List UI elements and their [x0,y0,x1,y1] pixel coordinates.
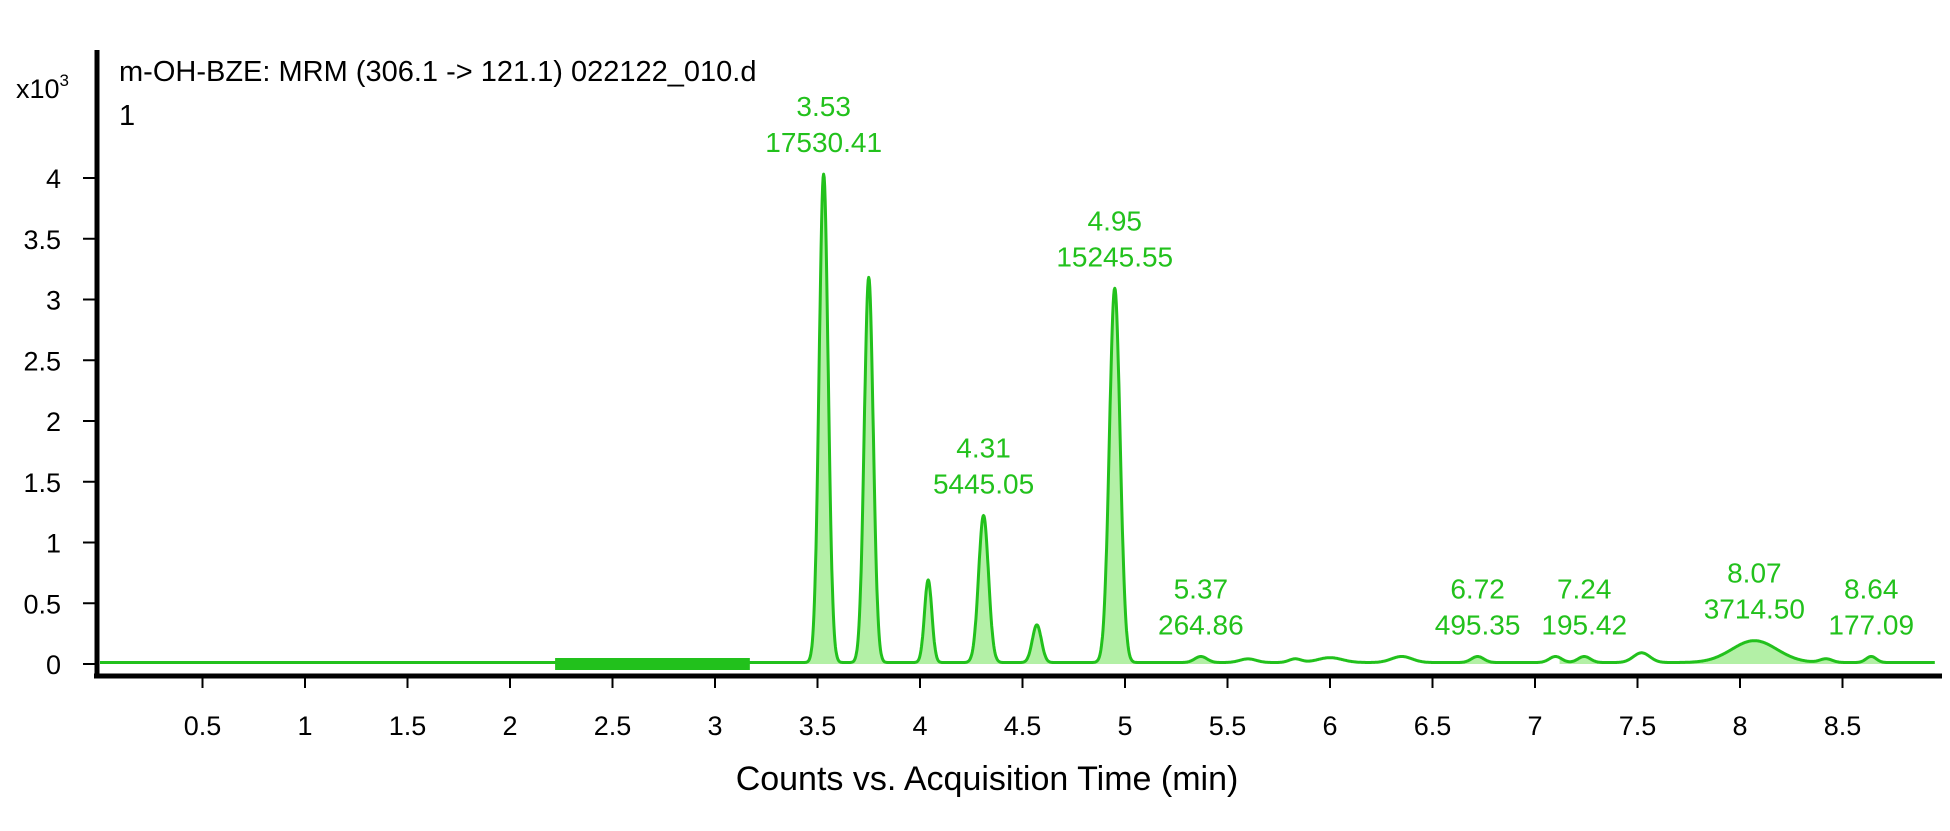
peak-area-5 [1018,624,1055,664]
x-tick-label: 1.5 [389,711,427,741]
y-tick-label: 0 [46,650,61,680]
peak-area-label: 195.42 [1541,609,1627,640]
peak-area-label: 5445.05 [933,469,1034,500]
x-tick-label: 0.5 [184,711,222,741]
peak-rt-label: 4.95 [1088,205,1143,236]
y-tick-label: 2 [46,407,61,437]
x-tick-label: 5.5 [1209,711,1247,741]
peak-rt-label: 8.64 [1844,573,1899,604]
x-tick-label: 4.5 [1004,711,1042,741]
peak-area-2 [850,277,887,664]
x-axis-title: Counts vs. Acquisition Time (min) [736,760,1239,798]
y-tick-label: 2.5 [23,346,61,376]
peak-area-label: 264.86 [1158,609,1244,640]
peak-rt-label: 6.72 [1450,573,1505,604]
x-tick-label: 6 [1322,711,1337,741]
peak-labels-layer: 3.53 17530.41 4.31 5445.05 4.95 15245.55 5.37 2… [765,91,1914,640]
peak-area-label: 177.09 [1828,609,1914,640]
trace-title: m-OH-BZE: MRM (306.1 -> 121.1) 022122_01… [119,56,757,88]
x-tick-label: 8 [1732,711,1747,741]
peak-area-1 [805,174,842,664]
y-tick-label: 3.5 [23,225,61,255]
y-tick-label: 3 [46,286,61,316]
peak-area-label: 17530.41 [765,127,882,158]
peak-rt-label: 8.07 [1727,558,1782,589]
x-tick-label: 7 [1527,711,1542,741]
x-tick-label: 8.5 [1824,711,1862,741]
chromatogram-trace [99,172,1936,664]
x-tick-label: 2.5 [594,711,632,741]
y-tick-label: 0.5 [23,589,61,619]
peak-rt-label: 3.53 [796,91,851,122]
x-tick-label: 2 [502,711,517,741]
y-multiplier: x103 [16,71,69,104]
peak-area-10 [1664,640,1845,664]
x-tick-label: 7.5 [1619,711,1657,741]
peak-rt-label: 7.24 [1557,573,1612,604]
peak-area-label: 3714.50 [1704,594,1805,625]
peak-area-3 [913,580,943,664]
x-tick-label: 6.5 [1414,711,1452,741]
axes-layer [94,50,1942,679]
peak-rt-label: 4.31 [956,433,1011,464]
x-tick-label: 3 [707,711,722,741]
x-tick-label: 1 [297,711,312,741]
y-tick-label: 1 [46,529,61,559]
x-tick-label: 4 [912,711,927,741]
peak-rt-label: 5.37 [1174,573,1229,604]
peak-area-4 [963,515,1004,664]
x-tick-label: 5 [1117,711,1132,741]
peak-area-6 [1093,288,1137,664]
y-tick-label: 4 [46,164,61,194]
diverted-segment [555,658,750,670]
peak-area-label: 495.35 [1435,609,1521,640]
trace-layer [99,172,1936,670]
x-tick-label: 3.5 [799,711,837,741]
y-tick-label: 1.5 [23,468,61,498]
peak-area-label: 15245.55 [1056,241,1173,272]
trace-index: 1 [119,100,135,132]
ticks-layer: 0.5 1 1.5 2 2.5 3 3.5 4 4.5 5 5.5 6 6.5 7 7.5 8 8.5 0 0.5 1… [23,164,1861,741]
